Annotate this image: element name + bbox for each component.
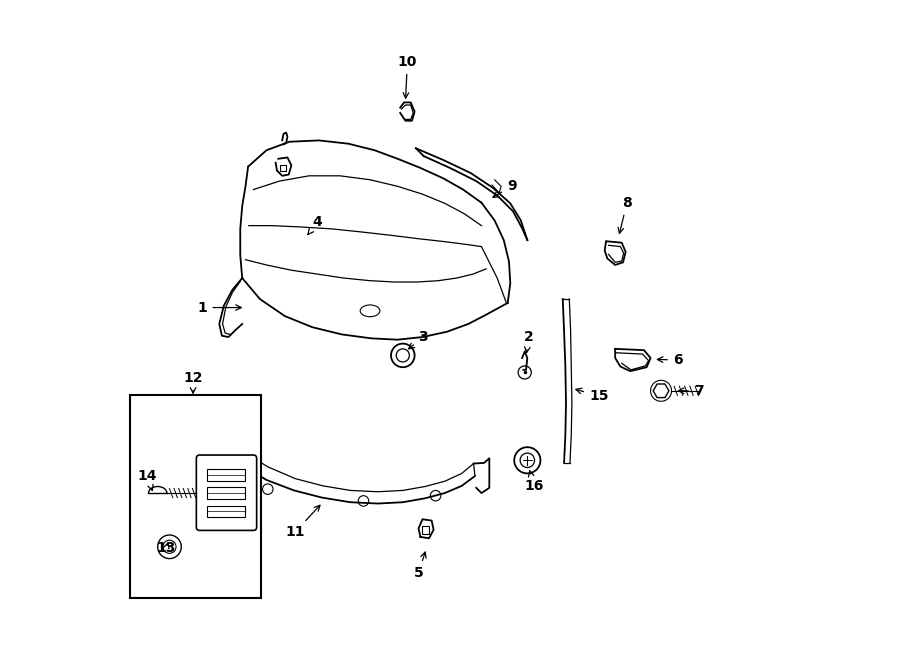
Text: 13: 13	[157, 541, 176, 555]
Bar	[208, 469, 245, 481]
Text: 4: 4	[308, 215, 322, 235]
Bar	[208, 506, 245, 518]
Bar	[422, 525, 429, 533]
Text: 9: 9	[493, 179, 517, 197]
Bar	[208, 487, 245, 499]
Text: 7: 7	[679, 384, 704, 398]
Text: 6: 6	[657, 353, 682, 367]
Text: 2: 2	[524, 330, 534, 352]
Bar	[280, 165, 286, 171]
Text: 16: 16	[524, 471, 544, 494]
Text: 14: 14	[138, 469, 157, 490]
FancyBboxPatch shape	[196, 455, 256, 530]
Text: 12: 12	[184, 371, 202, 393]
Text: 1: 1	[198, 301, 241, 315]
Text: 11: 11	[285, 505, 320, 539]
Text: 15: 15	[576, 388, 608, 403]
Text: 10: 10	[398, 55, 417, 98]
Text: 5: 5	[414, 552, 426, 580]
Bar	[130, 395, 261, 598]
Text: 3: 3	[409, 330, 428, 349]
Text: 8: 8	[618, 196, 632, 233]
